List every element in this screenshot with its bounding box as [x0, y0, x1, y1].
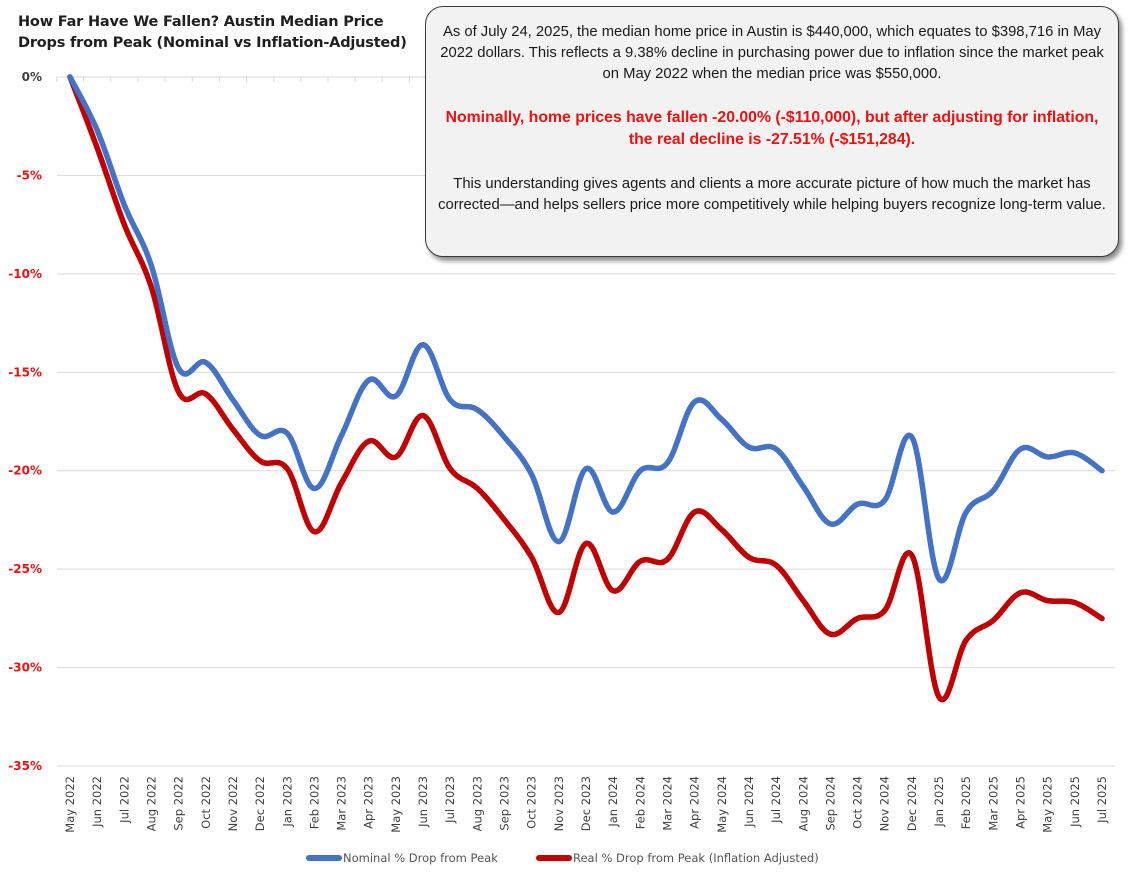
x-tick-label: Dec 2023 — [579, 776, 593, 831]
y-tick-label: -10% — [8, 267, 42, 281]
x-tick-label: Sep 2023 — [498, 776, 512, 831]
x-tick-label: Sep 2024 — [823, 776, 837, 831]
x-tick-label: Nov 2023 — [552, 776, 566, 831]
x-tick-label: Jun 2023 — [416, 776, 430, 828]
summary-callout: As of July 24, 2025, the median home pri… — [425, 6, 1119, 257]
x-tick-label: Jul 2022 — [117, 776, 131, 824]
callout-paragraph-1: As of July 24, 2025, the median home pri… — [440, 24, 1104, 82]
x-tick-label: Jun 2025 — [1068, 776, 1082, 828]
y-tick-label: -20% — [8, 464, 42, 478]
x-tick-label: Jan 2025 — [932, 776, 946, 828]
y-tick-label: -5% — [17, 168, 42, 182]
x-tick-label: Jul 2023 — [443, 776, 457, 824]
x-tick-label: Apr 2025 — [1014, 776, 1028, 829]
x-tick-label: Oct 2024 — [851, 776, 865, 829]
x-tick-label: May 2024 — [715, 776, 729, 833]
x-tick-label: Apr 2023 — [362, 776, 376, 829]
x-tick-label: Mar 2025 — [986, 776, 1000, 831]
x-tick-label: Dec 2022 — [253, 776, 267, 831]
x-tick-label: May 2023 — [389, 776, 403, 833]
callout-highlight: Nominally, home prices have fallen -20.0… — [445, 109, 1099, 148]
y-tick-label: -15% — [8, 365, 42, 379]
x-tick-label: Jul 2025 — [1095, 776, 1109, 824]
x-tick-label: Jan 2023 — [280, 776, 294, 828]
x-axis-labels: May 2022 Jun 2022 Jul 2022 Aug 2022 Sep 2022… — [63, 776, 1109, 833]
legend-swatch-real — [536, 855, 572, 861]
legend-item-real[interactable]: Real % Drop from Peak (Inflation Adjuste… — [536, 851, 819, 865]
x-tick-label: Nov 2022 — [226, 776, 240, 831]
y-tick-label: 0% — [22, 70, 42, 84]
x-tick-label: Mar 2024 — [660, 776, 674, 831]
x-tick-label: Apr 2024 — [688, 776, 702, 829]
chart-legend: Nominal % Drop from Peak Real % Drop fro… — [0, 851, 1131, 871]
series-lines — [67, 74, 1105, 703]
x-tick-label: May 2022 — [63, 776, 77, 833]
y-axis-labels: 0% -5% -10% -15% -20% -25% -30% -35% — [8, 70, 42, 773]
y-tick-label: -25% — [8, 562, 42, 576]
x-tick-label: Oct 2022 — [199, 776, 213, 829]
x-tick-label: Sep 2022 — [172, 776, 186, 831]
x-tick-label: Aug 2022 — [144, 776, 158, 831]
chart-title: How Far Have We Fallen? Austin Median Pr… — [18, 14, 407, 51]
y-tick-label: -30% — [8, 661, 42, 675]
x-tick-label: Mar 2023 — [335, 776, 349, 831]
x-tick-label: Aug 2023 — [470, 776, 484, 831]
legend-item-nominal[interactable]: Nominal % Drop from Peak — [306, 851, 498, 865]
callout-paragraph-3: This understanding gives agents and clie… — [438, 176, 1106, 213]
x-tick-label: Jan 2024 — [606, 776, 620, 828]
x-tick-label: Jul 2024 — [769, 776, 783, 824]
x-tick-label: Feb 2024 — [633, 776, 647, 829]
y-tick-label: -35% — [8, 759, 42, 773]
x-tick-label: Nov 2024 — [878, 776, 892, 831]
legend-swatch-nominal — [306, 855, 342, 861]
x-tick-label: Oct 2023 — [525, 776, 539, 829]
legend-label-real: Real % Drop from Peak (Inflation Adjuste… — [573, 851, 819, 865]
x-tick-label: Feb 2023 — [307, 776, 321, 829]
x-tick-label: Dec 2024 — [905, 776, 919, 831]
x-tick-label: May 2025 — [1041, 776, 1055, 833]
x-tick-label: Jun 2022 — [90, 776, 104, 828]
x-tick-label: Aug 2024 — [796, 776, 810, 831]
x-tick-label: Jun 2024 — [742, 776, 756, 828]
legend-label-nominal: Nominal % Drop from Peak — [343, 851, 498, 865]
x-tick-label: Feb 2025 — [959, 776, 973, 829]
